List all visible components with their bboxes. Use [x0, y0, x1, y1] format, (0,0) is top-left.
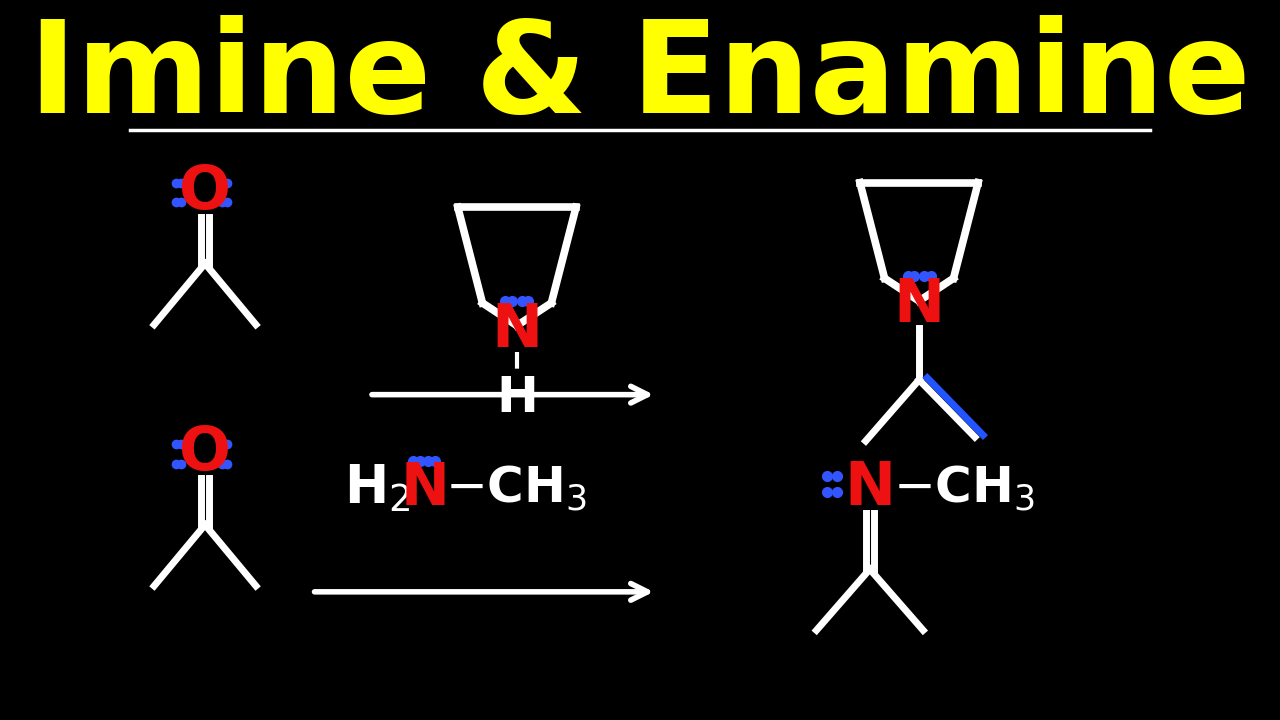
Text: O: O [179, 424, 230, 483]
Text: Imine & Enamine: Imine & Enamine [29, 14, 1251, 140]
Text: H: H [495, 374, 538, 422]
Text: O: O [179, 163, 230, 222]
Text: $-$CH$_3$: $-$CH$_3$ [444, 464, 588, 513]
Text: N: N [845, 459, 895, 518]
Text: N: N [893, 276, 945, 336]
Text: H$_2$: H$_2$ [343, 462, 410, 514]
Text: N: N [401, 460, 449, 517]
Text: N: N [492, 301, 543, 360]
Text: $-$CH$_3$: $-$CH$_3$ [892, 464, 1036, 513]
